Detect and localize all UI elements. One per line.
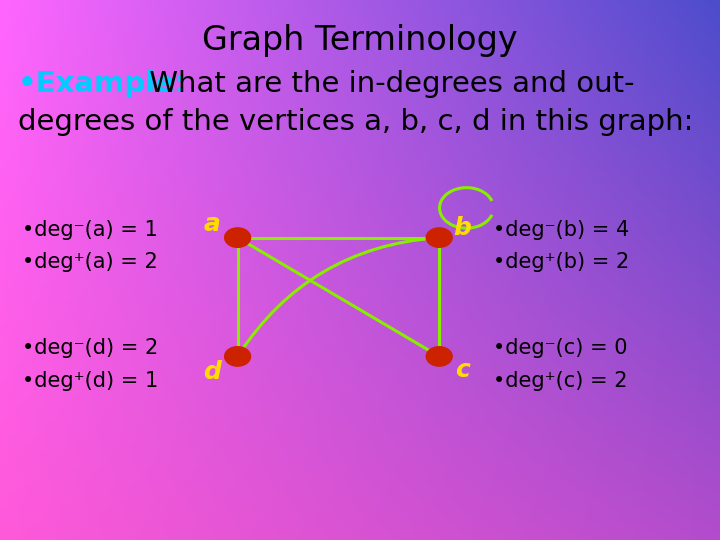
Circle shape: [225, 228, 251, 247]
Text: •deg⁺(b) = 2: •deg⁺(b) = 2: [493, 252, 629, 272]
Text: a: a: [204, 212, 221, 236]
Text: What are the in-degrees and out-: What are the in-degrees and out-: [140, 70, 635, 98]
FancyArrowPatch shape: [239, 238, 436, 354]
Text: c: c: [455, 358, 469, 382]
Circle shape: [426, 228, 452, 247]
Text: •deg⁻(b) = 4: •deg⁻(b) = 4: [493, 219, 629, 240]
Text: b: b: [454, 216, 471, 240]
Circle shape: [225, 347, 251, 366]
Text: •deg⁺(d) = 1: •deg⁺(d) = 1: [22, 370, 158, 391]
Text: •deg⁻(d) = 2: •deg⁻(d) = 2: [22, 338, 158, 359]
Text: •deg⁺(c) = 2: •deg⁺(c) = 2: [493, 370, 628, 391]
Text: Graph Terminology: Graph Terminology: [202, 24, 518, 57]
Text: degrees of the vertices a, b, c, d in this graph:: degrees of the vertices a, b, c, d in th…: [18, 107, 693, 136]
Text: •deg⁻(a) = 1: •deg⁻(a) = 1: [22, 219, 158, 240]
Text: •deg⁻(c) = 0: •deg⁻(c) = 0: [493, 338, 628, 359]
Text: •Example:: •Example:: [18, 70, 188, 98]
Text: •deg⁺(a) = 2: •deg⁺(a) = 2: [22, 252, 158, 272]
Text: d: d: [204, 360, 221, 383]
Circle shape: [426, 347, 452, 366]
